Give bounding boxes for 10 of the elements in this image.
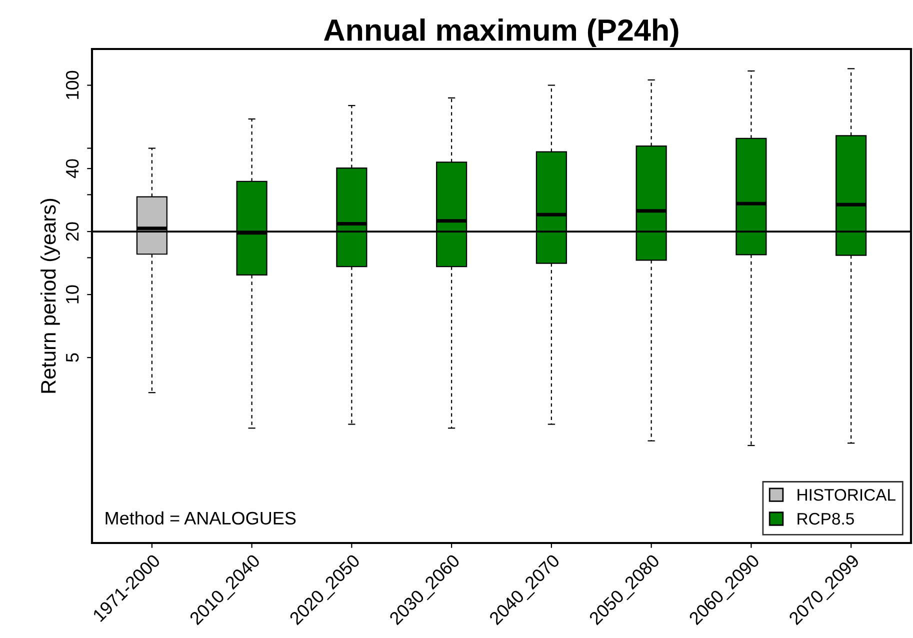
annotation: Method = ANALOGUES — [106, 511, 296, 525]
y-tick-label: 10 — [66, 285, 79, 304]
y-tick-label: 5 — [66, 353, 79, 362]
y-tick-label: 100 — [66, 70, 79, 99]
y-tick-label: 40 — [66, 159, 79, 178]
legend-label: HISTORICAL — [798, 488, 896, 501]
y-axis-title: Return period (years) — [40, 198, 60, 393]
legend-label: RCP8.5 — [798, 512, 854, 525]
y-tick-label: 20 — [66, 222, 79, 241]
chart-title: Annual maximum (P24h) — [324, 18, 678, 48]
